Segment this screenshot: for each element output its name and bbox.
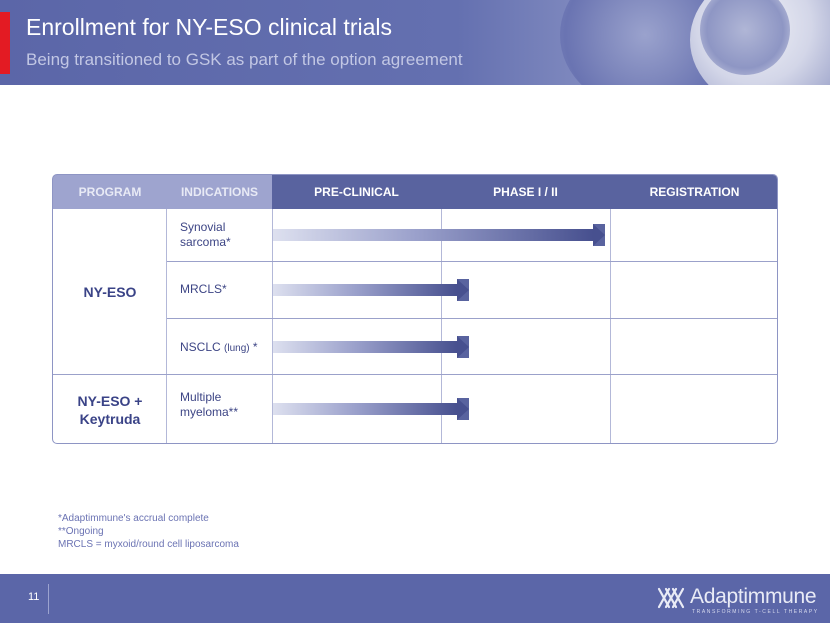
indication-label-line: Synovial	[180, 220, 226, 234]
logo-tagline: TRANSFORMING T-CELL THERAPY	[692, 609, 819, 615]
logo-mark-icon	[657, 587, 685, 609]
slide-title: Enrollment for NY-ESO clinical trials	[26, 14, 392, 40]
row-divider	[167, 261, 777, 262]
arrow-head-icon	[457, 398, 469, 420]
footnote: **Ongoing	[58, 526, 104, 537]
indication-mrcls: MRCLS*	[180, 282, 227, 296]
pipeline-table: PROGRAM INDICATIONS PRE-CLINICAL PHASE I…	[52, 174, 778, 444]
footnote: *Adaptimmune's accrual complete	[58, 513, 209, 524]
indication-multiple-myeloma: Multiple myeloma**	[180, 390, 238, 420]
footnote: MRCLS = myxoid/round cell liposarcoma	[58, 539, 239, 550]
indication-label-line: sarcoma*	[180, 235, 231, 249]
column-divider	[441, 209, 442, 443]
program-ny-eso: NY-ESO	[53, 209, 167, 374]
program-label-line: NY-ESO +	[77, 393, 143, 409]
page-number: 11	[28, 591, 40, 603]
slide-header: Enrollment for NY-ESO clinical trials Be…	[0, 0, 830, 85]
indication-nsclc: NSCLC (lung) *	[180, 340, 258, 356]
column-divider	[166, 209, 167, 443]
program-label-line: Keytruda	[79, 411, 141, 427]
program-ny-eso-keytruda: NY-ESO + Keytruda	[53, 375, 167, 443]
progress-arrow-nsclc	[273, 336, 469, 358]
group-divider	[53, 374, 777, 375]
arrow-shaft	[273, 284, 457, 296]
indication-label: NSCLC	[180, 340, 225, 354]
column-header-pre-clinical: PRE-CLINICAL	[314, 185, 399, 199]
column-header-program: PROGRAM	[53, 175, 167, 209]
indication-synovial-sarcoma: Synovial sarcoma*	[180, 220, 231, 250]
progress-arrow-mrcls	[273, 279, 469, 301]
company-logo: Adaptimmune TRANSFORMING T-CELL THERAPY	[656, 582, 826, 618]
arrow-shaft	[273, 341, 457, 353]
arrow-shaft	[273, 403, 457, 415]
slide-footer: 11 Adaptimmune TRANSFORMING T-CELL THERA…	[0, 574, 830, 623]
column-header-indications: INDICATIONS	[167, 175, 272, 209]
table-header-row: PROGRAM INDICATIONS PRE-CLINICAL PHASE I…	[53, 175, 777, 209]
column-divider	[272, 209, 273, 443]
footnotes: *Adaptimmune's accrual complete **Ongoin…	[58, 512, 239, 551]
arrow-head-icon	[457, 336, 469, 358]
accent-bar	[0, 12, 10, 74]
column-header-phase-1-2: PHASE I / II	[493, 185, 558, 199]
slide-subtitle: Being transitioned to GSK as part of the…	[26, 50, 463, 69]
indication-qualifier: (lung)	[224, 343, 250, 354]
arrow-head-icon	[593, 224, 605, 246]
program-label: NY-ESO	[83, 283, 137, 300]
indication-label-line: Multiple	[180, 390, 222, 404]
indication-footnote-mark: *	[249, 340, 258, 354]
footer-divider	[48, 584, 49, 614]
microscope-lens-decoration	[700, 0, 790, 75]
column-header-registration: REGISTRATION	[649, 185, 740, 199]
arrow-head-icon	[457, 279, 469, 301]
logo-name: Adaptimmune	[690, 585, 817, 608]
progress-arrow-multiple-myeloma	[273, 398, 469, 420]
arrow-shaft	[273, 229, 593, 241]
column-divider	[610, 209, 611, 443]
progress-arrow-synovial-sarcoma	[273, 224, 605, 246]
indication-label-line: myeloma**	[180, 405, 239, 419]
row-divider	[167, 318, 777, 319]
